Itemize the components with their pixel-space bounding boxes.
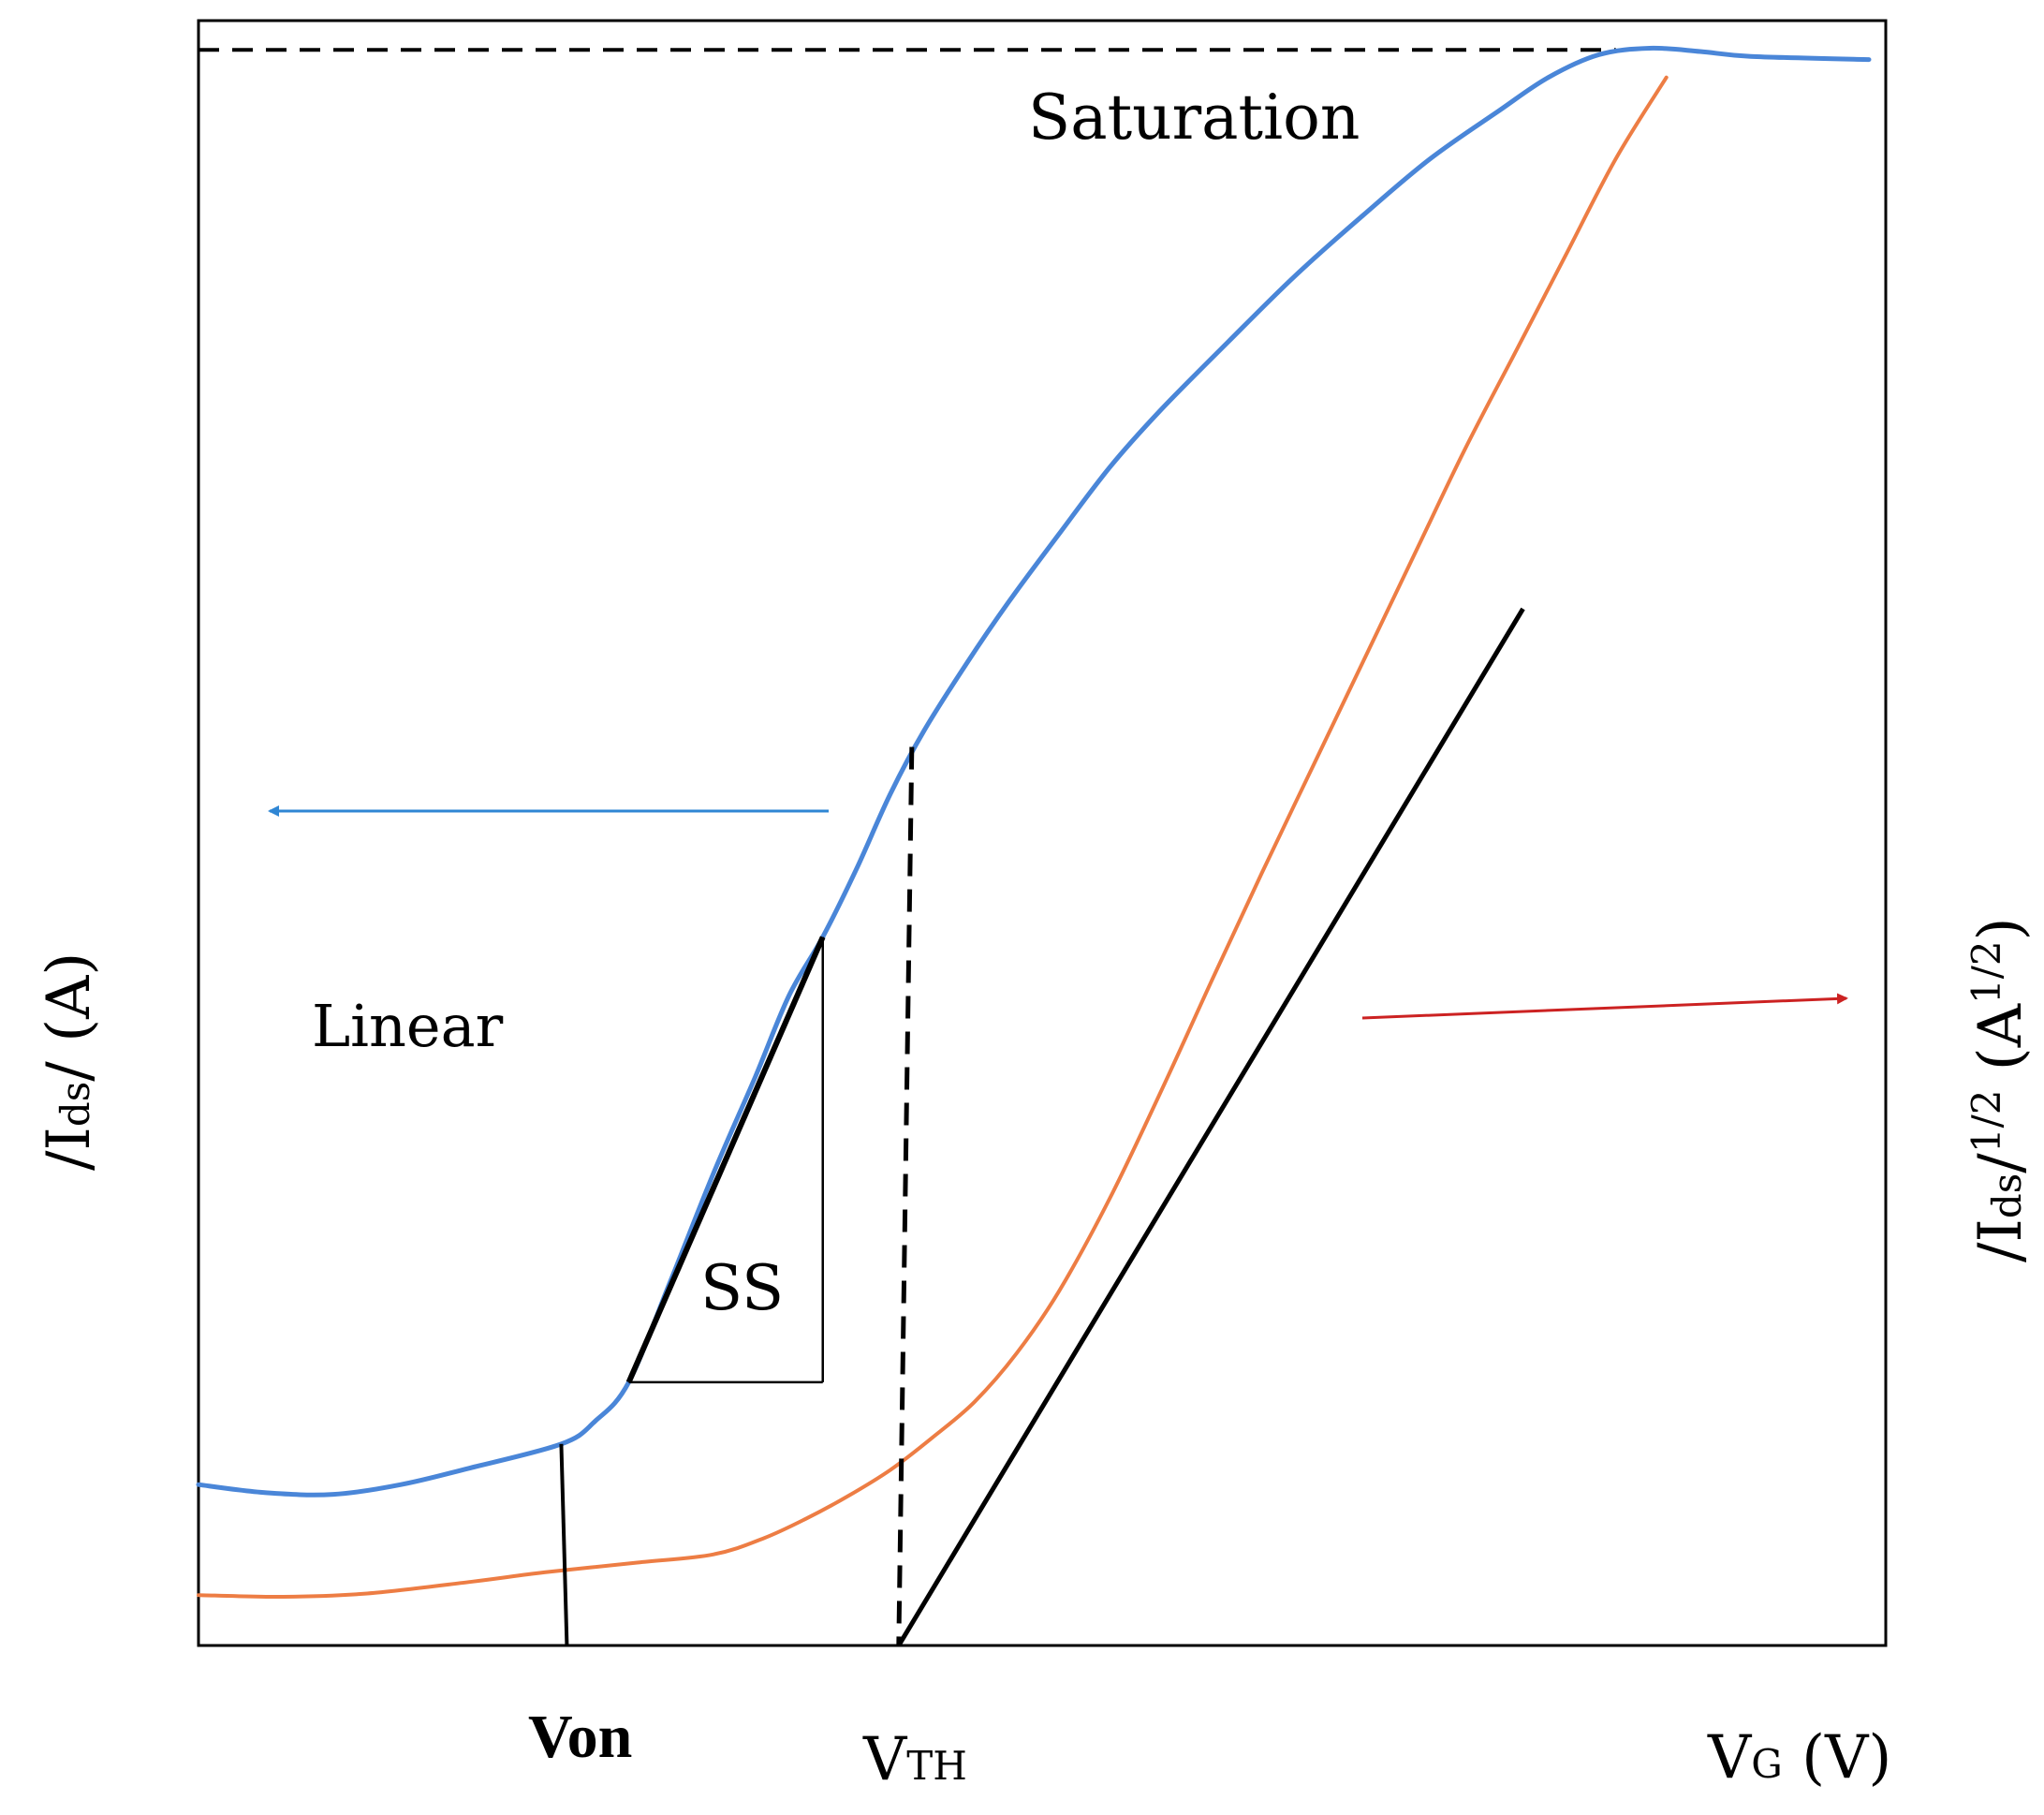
vth-marker-line <box>896 746 915 1646</box>
y-left-sub: ds <box>52 1082 98 1127</box>
y-right-sub: ds <box>1984 1173 2030 1218</box>
von-label: Von <box>528 1703 632 1771</box>
x-axis-label-sub: G <box>1751 1741 1783 1787</box>
ss-slope-line <box>625 936 826 1384</box>
y-right-sup1: 1/2 <box>1963 1090 2009 1154</box>
ids-log-curve <box>196 45 1872 1498</box>
y-left-pre: /I <box>35 1127 104 1171</box>
right-axis-arrow <box>1361 993 1848 1020</box>
y-right-mid: / <box>1966 1153 2036 1173</box>
y-left-post: / (A) <box>35 952 104 1082</box>
y-right-sup2: 1/2 <box>1963 940 2009 1004</box>
y-right-pre: /I <box>1966 1218 2036 1262</box>
linear-label: Linear <box>312 992 504 1060</box>
ss-label: SS <box>700 1252 784 1324</box>
y-axis-left-label: /Ids/ (A) <box>35 952 104 1171</box>
vth-label-main: V <box>862 1725 908 1794</box>
plot-frame <box>197 19 1888 1647</box>
x-axis-label: VG (V) <box>1707 1723 1891 1793</box>
x-axis-label-main: V <box>1707 1723 1753 1793</box>
y-right-post2: ) <box>1966 917 2036 940</box>
von-marker-line <box>559 1443 569 1646</box>
ids-sqrt-curve <box>197 75 1669 1600</box>
vth-extrapolation-line <box>896 607 1525 1647</box>
vth-label: VTH <box>862 1725 967 1794</box>
y-axis-right-label: /Ids/1/2 (A1/2) <box>1963 917 2036 1262</box>
y-right-post1: (A <box>1966 1003 2036 1089</box>
x-axis-label-unit: (V) <box>1783 1723 1892 1793</box>
saturation-label: Saturation <box>1028 81 1360 154</box>
vth-label-sub: TH <box>906 1743 967 1789</box>
